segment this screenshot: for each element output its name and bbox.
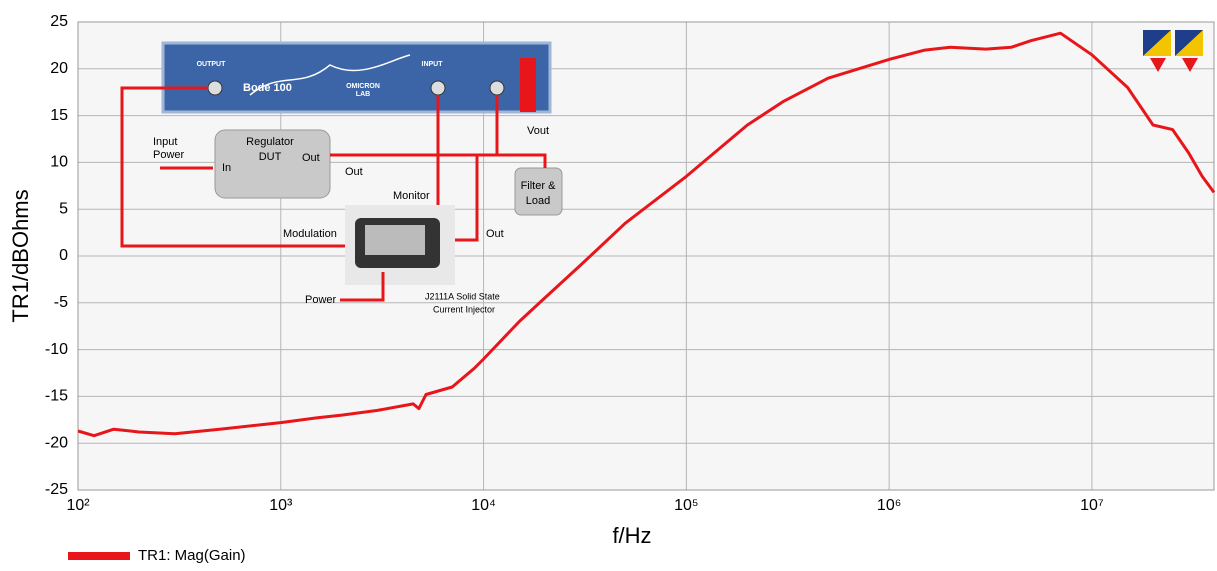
y-tick-label: -10 <box>45 341 68 358</box>
logo <box>1143 30 1203 72</box>
y-tick-label: 25 <box>50 13 68 30</box>
diagram-label: Load <box>526 195 550 207</box>
x-axis-label: f/Hz <box>612 523 651 548</box>
y-tick-label: 20 <box>50 60 68 77</box>
diagram-label: J2111A Solid State <box>425 291 500 301</box>
diagram-label: Modulation <box>283 228 337 240</box>
diagram-label: Power <box>153 149 185 161</box>
diagram-label: INPUT <box>422 61 444 68</box>
y-tick-label: 10 <box>50 154 68 171</box>
x-tick-label: 10² <box>66 497 90 514</box>
y-tick-label: -5 <box>54 294 68 311</box>
analyzer-box <box>161 41 552 114</box>
legend-swatch <box>68 552 130 560</box>
y-tick-label: -15 <box>45 388 68 405</box>
diagram-label: Vout <box>527 125 549 137</box>
analyzer-stripe <box>520 58 536 112</box>
diagram-label: Regulator <box>246 136 294 148</box>
diagram-label: Filter & <box>521 180 557 192</box>
plot-frame <box>77 21 1215 491</box>
y-tick-label: 15 <box>50 107 68 124</box>
diagram-label: OUTPUT <box>197 61 227 68</box>
setup-diagram: InputPowerRegulatorDUTInOutOutMonitorMod… <box>120 30 1203 314</box>
filter-box <box>514 167 563 216</box>
x-tick-label: 10⁶ <box>877 497 901 514</box>
y-tick-label: 5 <box>59 200 68 217</box>
diagram-label: In <box>222 162 231 174</box>
y-tick-label: -20 <box>45 434 68 451</box>
injector-panel <box>365 225 425 255</box>
diagram-label: LAB <box>356 91 370 98</box>
y-axis-label: TR1/dBOhms <box>8 189 33 322</box>
data-line <box>77 31 1216 438</box>
x-tick-label: 10⁴ <box>471 497 496 514</box>
x-tick-label: 10⁷ <box>1080 497 1104 514</box>
y-tick-label: 0 <box>59 247 68 264</box>
diagram-label: Bode 100 <box>243 82 292 94</box>
connector <box>430 80 446 96</box>
connector <box>489 80 505 96</box>
x-tick-label: 10³ <box>269 497 293 514</box>
regulator-box <box>214 129 331 199</box>
diagram-label: DUT <box>259 151 282 163</box>
analyzer-curve <box>249 54 411 96</box>
diagram-label: Monitor <box>393 190 430 202</box>
wiring <box>120 86 547 302</box>
diagram-label: Out <box>345 166 363 178</box>
x-tick-label: 10⁵ <box>674 497 698 514</box>
diagram-label: Power <box>305 294 337 306</box>
diagram-label: Current Injector <box>433 304 495 314</box>
connector <box>207 80 223 96</box>
diagram-label: OMICRON <box>346 83 380 90</box>
diagram-label: Out <box>486 228 504 240</box>
y-tick-label: -25 <box>45 481 68 498</box>
diagram-label: Out <box>302 152 320 164</box>
legend-label: TR1: Mag(Gain) <box>138 547 246 564</box>
diagram-label: Input <box>153 136 177 148</box>
